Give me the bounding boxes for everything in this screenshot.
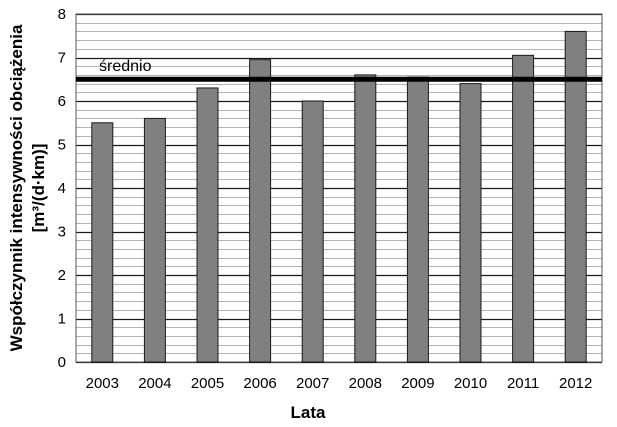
y-tick-label: 2	[58, 267, 66, 284]
y-tick-label: 3	[58, 224, 66, 241]
bar-2009	[406, 76, 429, 363]
y-tick-label: 1	[58, 311, 66, 328]
y-tick-label: 5	[58, 137, 66, 154]
y-axis-title: Współczynnik intensywności obciążenia	[7, 24, 26, 351]
y-tick-label: 4	[58, 180, 66, 197]
y-tick-label: 0	[58, 354, 66, 371]
y-tick-label: 8	[58, 6, 66, 23]
x-tick-label: 2010	[454, 375, 487, 392]
x-tick-labels: 2003 2004 2005 2006 2007 2008 2009 2010 2011 2012	[86, 375, 593, 392]
x-tick-label: 2007	[296, 375, 329, 392]
y-tick-label: 6	[58, 93, 66, 110]
bar-2005	[196, 87, 219, 363]
bar-2012	[564, 30, 587, 363]
x-tick-label: 2003	[86, 375, 119, 392]
x-tick-label: 2005	[191, 375, 224, 392]
bar-2004	[143, 117, 166, 363]
bars	[91, 30, 587, 363]
average-label: średnio	[99, 58, 152, 75]
x-tick-label: 2011	[507, 375, 539, 392]
bar-2003	[91, 122, 114, 363]
y-tick-labels: 0 1 2 3 4 5 6 7 8	[58, 6, 66, 371]
bar-2007	[301, 100, 324, 363]
x-tick-label: 2008	[349, 375, 382, 392]
x-axis-title: Lata	[291, 403, 327, 422]
bar-2010	[459, 83, 482, 363]
bar-2008	[354, 74, 377, 363]
x-tick-label: 2004	[138, 375, 171, 392]
plot-area	[75, 13, 603, 363]
bar-2006	[249, 59, 272, 363]
x-tick-label: 2009	[401, 375, 434, 392]
y-tick-label: 7	[58, 50, 66, 67]
x-tick-label: 2012	[559, 375, 592, 392]
y-axis-unit: [m³/(d·km)]	[29, 144, 48, 233]
x-tick-label: 2006	[243, 375, 276, 392]
bar-2011	[512, 54, 535, 363]
